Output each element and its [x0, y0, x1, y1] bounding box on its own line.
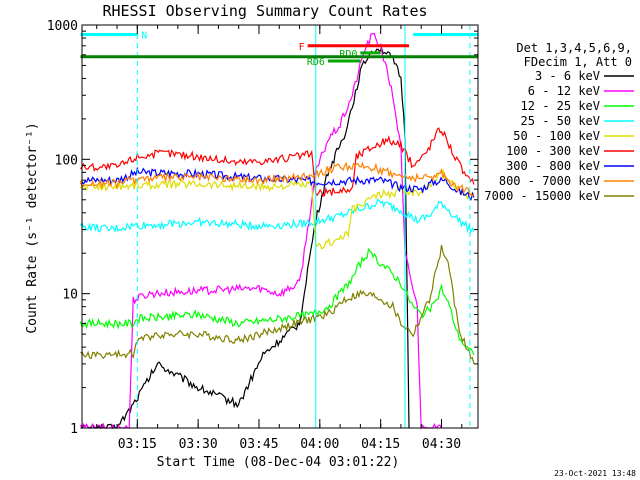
- y-tick-label-3: 100: [55, 153, 78, 168]
- y-tick-label-4: 1000: [47, 19, 78, 34]
- series-line-8: [79, 161, 475, 198]
- y-tick-label-1: 1: [70, 422, 78, 437]
- legend-label-1: 3 - 6 keV: [535, 69, 600, 83]
- series-line-4: [79, 198, 475, 234]
- footer-timestamp: 23-Oct-2021 13:48: [554, 469, 636, 478]
- legend-label-9: 7000 - 15000 keV: [484, 189, 600, 203]
- annotation-label-4: RD6: [307, 57, 325, 68]
- series-line-9: [80, 244, 475, 365]
- x-tick-label-1: 03:15: [118, 437, 157, 452]
- series-line-7: [80, 166, 475, 201]
- annotation-markers: N F RD0 RD6: [80, 25, 478, 428]
- legend-header-2: FDecim 1, Att 0: [524, 55, 632, 69]
- legend-label-5: 50 - 100 keV: [513, 129, 600, 143]
- legend-header-1: Det 1,3,4,5,6,9,: [516, 41, 632, 55]
- series-line-5: [79, 168, 475, 250]
- annotation-label-3: RD0: [339, 49, 357, 60]
- series-line-6: [80, 127, 475, 198]
- y-tick-label-2: 10: [62, 288, 78, 303]
- annotation-label-2: F: [299, 42, 305, 53]
- x-axis-label: Start Time (08-Dec-04 03:01:22): [157, 455, 400, 470]
- series-line-1: [80, 45, 410, 430]
- x-tick-label-6: 04:30: [422, 437, 461, 452]
- x-tick-label-5: 04:15: [361, 437, 400, 452]
- legend-label-2: 6 - 12 keV: [528, 84, 600, 98]
- x-tick-label-3: 03:45: [239, 437, 278, 452]
- legend-label-8: 800 - 7000 keV: [499, 174, 600, 188]
- x-tick-label-4: 04:00: [300, 437, 339, 452]
- plot-frame: [81, 24, 479, 429]
- legend-label-6: 100 - 300 keV: [506, 144, 600, 158]
- legend: Det 1,3,4,5,6,9, FDecim 1, Att 0 3 - 6 k…: [484, 41, 634, 203]
- series-line-2: [79, 32, 443, 431]
- series-lines: [79, 32, 475, 431]
- annotation-label-1: N: [141, 30, 147, 41]
- chart-title: RHESSI Observing Summary Count Rates: [102, 2, 427, 20]
- legend-label-3: 12 - 25 keV: [521, 99, 600, 113]
- x-tick-label-2: 03:30: [179, 437, 218, 452]
- y-axis-label: Count Rate (s⁻¹ detector⁻¹): [25, 122, 40, 333]
- axis-ticks: 1 10 100 1000 03:15 03:30 03:45 04:00 04:15 04:30: [47, 19, 478, 452]
- legend-label-4: 25 - 50 keV: [521, 114, 600, 128]
- legend-label-7: 300 - 800 keV: [506, 159, 600, 173]
